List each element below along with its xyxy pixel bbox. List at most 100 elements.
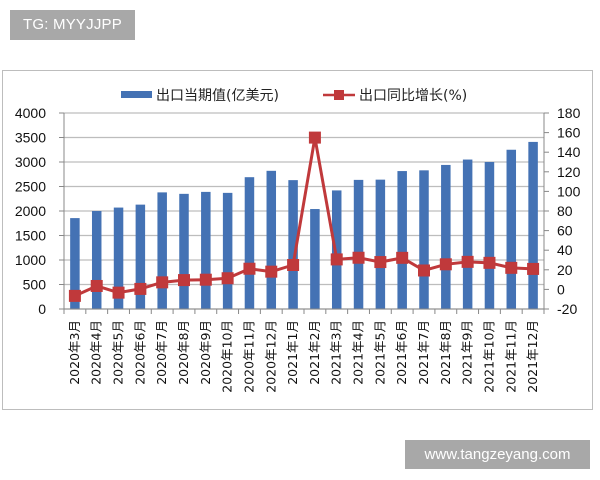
- y-tick-label: 1500: [15, 228, 46, 244]
- line-series-export-growth: [68, 131, 540, 302]
- y2-tick-label: -20: [557, 301, 577, 317]
- y-tick-label: 4000: [15, 105, 46, 121]
- line-marker: [199, 273, 212, 286]
- y2-tick-label: 60: [557, 223, 573, 239]
- y-tick-label: 1000: [15, 252, 46, 268]
- y2-tick-label: 0: [557, 281, 565, 297]
- x-category-label: 2020年5月: [111, 320, 126, 385]
- x-category-label: 2021年7月: [416, 320, 431, 385]
- bar: [331, 190, 342, 309]
- legend: 出口当期值(亿美元) 出口同比增长(%): [121, 88, 467, 104]
- y-tick-label: 3500: [15, 130, 46, 146]
- bar: [397, 171, 407, 309]
- x-category-label: 2021年12月: [525, 320, 540, 393]
- line-marker: [243, 262, 256, 275]
- line-marker: [352, 251, 365, 264]
- x-category-label: 2021年1月: [285, 320, 300, 385]
- bar: [244, 177, 255, 309]
- y-tick-label: 2000: [15, 203, 46, 219]
- line-marker: [374, 256, 387, 269]
- x-category-label: 2021年4月: [351, 320, 366, 385]
- y2-tick-label: 80: [557, 203, 573, 219]
- right-axis-labels: -20 0 20 40 60 80 100 120 140 160 180: [557, 105, 581, 317]
- bar: [288, 180, 298, 309]
- line-marker: [112, 286, 125, 299]
- y-tick-label: 500: [23, 277, 47, 293]
- x-category-label: 2021年5月: [372, 320, 387, 385]
- bar: [113, 207, 124, 309]
- line-marker: [221, 272, 234, 285]
- legend-line-label: 出口同比增长(%): [359, 88, 467, 104]
- line-marker: [396, 251, 409, 264]
- bar: [419, 170, 429, 309]
- y-tick-label: 3000: [15, 154, 46, 170]
- y2-tick-label: 120: [557, 164, 581, 180]
- y2-tick-label: 100: [557, 183, 581, 199]
- left-axis-labels: 0 500 1000 1500 2000 2500 3000 3500 4000: [15, 105, 46, 317]
- x-category-label: 2021年11月: [503, 320, 518, 393]
- x-category-label: 2020年8月: [176, 320, 191, 385]
- y2-tick-label: 160: [557, 125, 581, 141]
- line-marker: [68, 289, 81, 302]
- bar-series-export-value: [70, 141, 538, 309]
- bar: [179, 193, 189, 309]
- line-marker: [287, 258, 300, 271]
- line-marker: [330, 253, 343, 266]
- bar: [506, 149, 517, 309]
- bar: [266, 170, 277, 309]
- x-axis-labels: 2020年3月 2020年4月 2020年5月 2020年6月 2020年7月 2020年…: [67, 320, 540, 393]
- line-marker: [439, 258, 452, 271]
- line-marker: [265, 265, 278, 278]
- line-marker: [527, 262, 540, 275]
- bar: [70, 218, 80, 309]
- axes: [59, 112, 549, 314]
- bar: [135, 204, 146, 309]
- line-marker: [90, 279, 103, 292]
- bar: [441, 164, 451, 309]
- y2-tick-label: 20: [557, 262, 573, 278]
- line-marker: [178, 274, 190, 287]
- x-category-label: 2020年4月: [89, 320, 104, 385]
- line-marker: [483, 256, 496, 269]
- x-category-label: 2020年7月: [154, 320, 169, 385]
- bar: [484, 162, 495, 309]
- x-category-label: 2021年2月: [307, 320, 322, 385]
- x-category-label: 2021年6月: [394, 320, 409, 385]
- bar: [91, 211, 102, 309]
- legend-line-marker: [334, 90, 344, 100]
- bar: [157, 192, 167, 309]
- legend-bar-swatch: [121, 91, 152, 98]
- x-category-label: 2020年10月: [220, 320, 235, 393]
- line-marker: [156, 276, 169, 289]
- y-tick-label: 0: [38, 301, 46, 317]
- x-category-label: 2020年9月: [198, 320, 213, 385]
- bar: [528, 141, 538, 309]
- watermark-bottom-right: www.tangzeyang.com: [405, 440, 590, 469]
- bar: [462, 159, 473, 309]
- legend-bar-label: 出口当期值(亿美元): [156, 88, 279, 104]
- y2-tick-label: 180: [557, 105, 581, 121]
- bar: [353, 179, 364, 309]
- y2-tick-label: 40: [557, 242, 573, 258]
- x-category-label: 2021年3月: [329, 320, 344, 385]
- bar: [375, 179, 386, 309]
- x-category-label: 2020年11月: [241, 320, 256, 393]
- y-tick-label: 2500: [15, 179, 46, 195]
- watermark-top-left: TG: MYYJJPP: [10, 10, 135, 40]
- line-marker: [505, 261, 518, 274]
- bar: [201, 191, 211, 309]
- growth-line: [74, 136, 534, 298]
- bar: [310, 209, 320, 309]
- bar: [222, 192, 233, 309]
- x-category-label: 2021年9月: [460, 320, 475, 385]
- line-marker: [308, 131, 321, 144]
- x-category-label: 2021年8月: [438, 320, 453, 385]
- line-marker: [461, 255, 474, 268]
- line-marker: [134, 282, 147, 295]
- x-category-label: 2020年12月: [263, 320, 278, 393]
- x-category-label: 2020年3月: [67, 320, 82, 385]
- line-marker: [418, 264, 430, 277]
- x-category-label: 2020年6月: [132, 320, 147, 385]
- y2-tick-label: 140: [557, 144, 581, 160]
